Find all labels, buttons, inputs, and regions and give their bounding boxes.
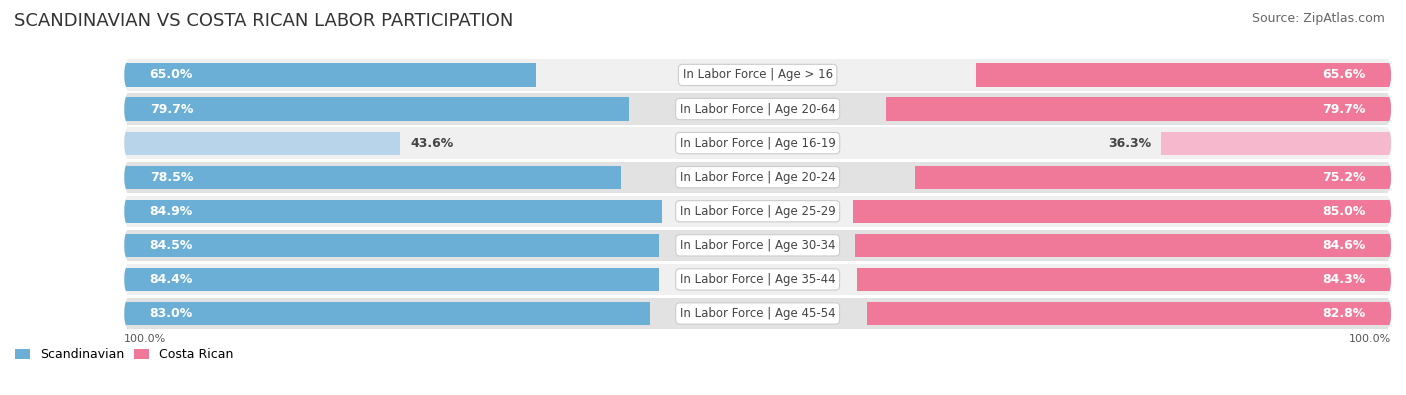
Text: In Labor Force | Age > 16: In Labor Force | Age > 16 (682, 68, 832, 81)
Circle shape (1386, 132, 1391, 155)
Bar (127, 298, 1388, 329)
Bar (127, 63, 536, 87)
Circle shape (1386, 129, 1391, 157)
Text: In Labor Force | Age 25-29: In Labor Force | Age 25-29 (679, 205, 835, 218)
Text: In Labor Force | Age 20-24: In Labor Force | Age 20-24 (679, 171, 835, 184)
Text: 79.7%: 79.7% (149, 103, 193, 115)
Text: 100.0%: 100.0% (124, 334, 166, 344)
Circle shape (1386, 200, 1391, 223)
Bar (976, 63, 1389, 87)
Text: SCANDINAVIAN VS COSTA RICAN LABOR PARTICIPATION: SCANDINAVIAN VS COSTA RICAN LABOR PARTIC… (14, 12, 513, 30)
Bar (127, 59, 1388, 90)
Text: In Labor Force | Age 30-34: In Labor Force | Age 30-34 (681, 239, 835, 252)
Circle shape (124, 61, 129, 89)
Circle shape (124, 265, 129, 293)
Text: 85.0%: 85.0% (1322, 205, 1365, 218)
Circle shape (1386, 265, 1391, 293)
Bar (127, 162, 1388, 193)
Text: In Labor Force | Age 35-44: In Labor Force | Age 35-44 (681, 273, 835, 286)
Circle shape (124, 132, 128, 155)
Circle shape (124, 166, 128, 189)
Circle shape (1386, 95, 1391, 123)
Text: 75.2%: 75.2% (1322, 171, 1365, 184)
Bar (858, 268, 1389, 291)
Circle shape (1386, 268, 1391, 291)
Bar (127, 234, 659, 257)
Circle shape (1386, 166, 1391, 189)
Circle shape (1386, 63, 1391, 87)
Bar (127, 166, 621, 189)
Bar (127, 268, 659, 291)
Circle shape (124, 129, 129, 157)
Text: 78.5%: 78.5% (149, 171, 193, 184)
Circle shape (124, 98, 128, 120)
Text: 65.6%: 65.6% (1323, 68, 1365, 81)
Bar (127, 196, 1388, 227)
Circle shape (1386, 61, 1391, 89)
Text: In Labor Force | Age 20-64: In Labor Force | Age 20-64 (679, 103, 835, 115)
Circle shape (1386, 98, 1391, 120)
Text: 79.7%: 79.7% (1322, 103, 1365, 115)
Circle shape (1386, 234, 1391, 257)
Text: 84.5%: 84.5% (149, 239, 193, 252)
Circle shape (124, 299, 129, 327)
Circle shape (124, 234, 128, 257)
Text: 65.0%: 65.0% (149, 68, 193, 81)
Bar (1161, 132, 1389, 155)
Circle shape (1386, 231, 1391, 260)
Bar (127, 132, 401, 155)
Bar (852, 200, 1389, 223)
Circle shape (1386, 163, 1391, 191)
Circle shape (1386, 197, 1391, 226)
Text: 43.6%: 43.6% (411, 137, 453, 150)
Bar (127, 229, 1388, 261)
Circle shape (124, 200, 128, 223)
Text: 100.0%: 100.0% (1348, 334, 1391, 344)
Text: 84.6%: 84.6% (1323, 239, 1365, 252)
Text: 84.3%: 84.3% (1323, 273, 1365, 286)
Circle shape (124, 197, 129, 226)
Circle shape (124, 231, 129, 260)
Bar (866, 302, 1389, 325)
Text: Source: ZipAtlas.com: Source: ZipAtlas.com (1251, 12, 1385, 25)
Circle shape (124, 163, 129, 191)
Circle shape (124, 268, 128, 291)
Circle shape (124, 95, 129, 123)
Text: 82.8%: 82.8% (1323, 307, 1365, 320)
Bar (127, 98, 628, 120)
Circle shape (1386, 299, 1391, 327)
Bar (127, 128, 1388, 159)
Text: 36.3%: 36.3% (1108, 137, 1152, 150)
Text: In Labor Force | Age 16-19: In Labor Force | Age 16-19 (679, 137, 835, 150)
Circle shape (1386, 302, 1391, 325)
Bar (127, 200, 662, 223)
Legend: Scandinavian, Costa Rican: Scandinavian, Costa Rican (15, 348, 233, 361)
Bar (127, 264, 1388, 295)
Bar (127, 302, 650, 325)
Bar (127, 93, 1388, 125)
Bar (886, 98, 1389, 120)
Text: 84.9%: 84.9% (149, 205, 193, 218)
Circle shape (124, 63, 128, 87)
Text: 84.4%: 84.4% (149, 273, 193, 286)
Circle shape (124, 302, 128, 325)
Bar (915, 166, 1389, 189)
Bar (855, 234, 1389, 257)
Text: 83.0%: 83.0% (149, 307, 193, 320)
Text: In Labor Force | Age 45-54: In Labor Force | Age 45-54 (681, 307, 835, 320)
